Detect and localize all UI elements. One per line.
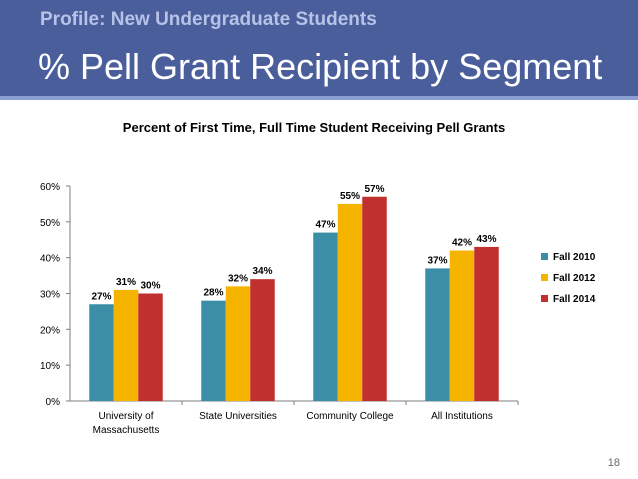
bar bbox=[362, 196, 387, 401]
legend-label: Fall 2014 bbox=[553, 294, 596, 305]
data-label: 32% bbox=[228, 273, 248, 284]
data-label: 57% bbox=[364, 184, 384, 195]
legend-swatch bbox=[541, 253, 548, 260]
data-label: 47% bbox=[315, 220, 335, 231]
bar bbox=[425, 268, 450, 401]
data-label: 42% bbox=[452, 238, 472, 249]
legend-swatch bbox=[541, 274, 548, 281]
chart-title: Percent of First Time, Full Time Student… bbox=[122, 120, 506, 135]
slide-title: % Pell Grant Recipient by Segment bbox=[38, 46, 603, 87]
data-label: 55% bbox=[340, 191, 360, 202]
bar bbox=[201, 300, 226, 401]
data-label: 30% bbox=[140, 281, 160, 292]
slide-subtitle: Profile: New Undergraduate Students bbox=[40, 9, 377, 30]
bar bbox=[250, 279, 275, 401]
y-tick-label: 60% bbox=[40, 182, 60, 193]
x-tick-label: Community College bbox=[306, 411, 394, 422]
data-label: 31% bbox=[116, 277, 136, 288]
bar bbox=[89, 304, 114, 401]
data-label: 34% bbox=[252, 266, 272, 277]
x-tick-label: State Universities bbox=[199, 411, 277, 422]
data-label: 27% bbox=[91, 291, 111, 302]
data-label: 43% bbox=[476, 234, 496, 245]
bar bbox=[113, 289, 139, 401]
bar bbox=[449, 250, 475, 401]
bar bbox=[138, 293, 163, 401]
y-tick-label: 10% bbox=[40, 361, 60, 372]
y-tick-label: 40% bbox=[40, 254, 60, 265]
slide-header: Profile: New Undergraduate Students % Pe… bbox=[0, 0, 638, 100]
legend-label: Fall 2010 bbox=[553, 252, 596, 263]
bar bbox=[474, 246, 499, 401]
data-label: 37% bbox=[427, 255, 447, 266]
page-number: 18 bbox=[607, 457, 620, 469]
legend-swatch bbox=[541, 295, 548, 302]
bar bbox=[337, 203, 363, 401]
data-label: 28% bbox=[203, 288, 223, 299]
x-tick-label: Massachusetts bbox=[93, 425, 160, 436]
legend-label: Fall 2012 bbox=[553, 273, 596, 284]
y-tick-label: 0% bbox=[46, 397, 61, 408]
x-tick-label: University of bbox=[98, 411, 153, 422]
bar bbox=[313, 232, 338, 401]
y-tick-label: 20% bbox=[40, 325, 60, 336]
y-tick-label: 50% bbox=[40, 218, 60, 229]
x-tick-label: All Institutions bbox=[431, 411, 493, 422]
y-tick-label: 30% bbox=[40, 290, 60, 301]
bar bbox=[225, 286, 251, 401]
